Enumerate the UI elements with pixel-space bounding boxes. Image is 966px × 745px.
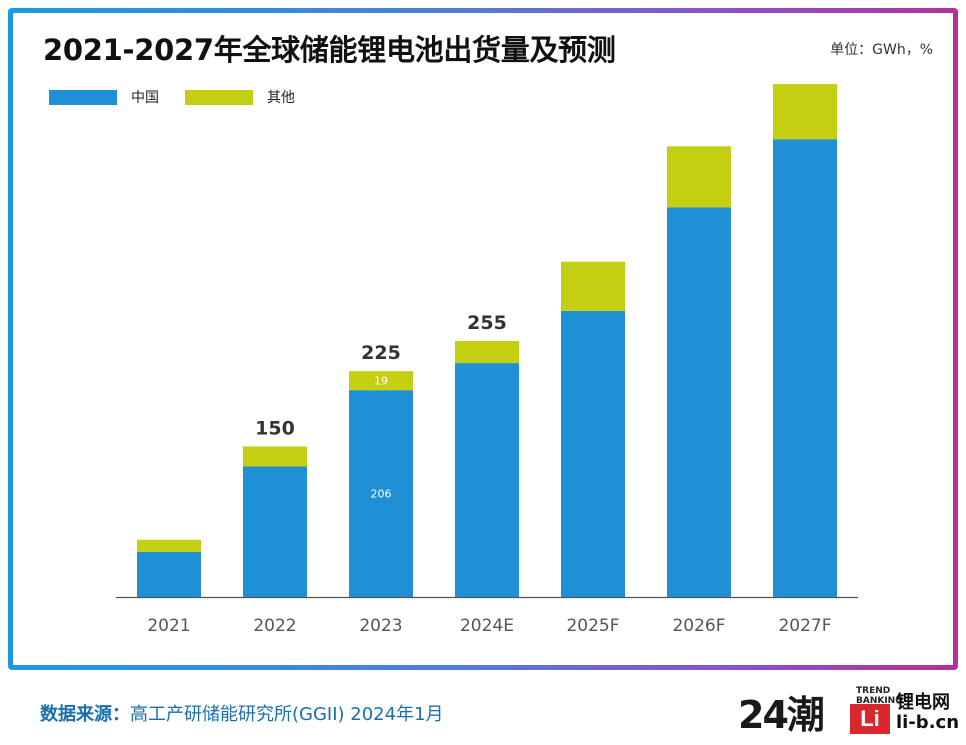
logo-badge: Li — [850, 704, 890, 734]
bar-china-2023 — [349, 390, 413, 597]
source-label: 数据来源： — [40, 704, 130, 725]
bar-china-2025F — [561, 310, 625, 597]
legend-label-other: 其他 — [267, 90, 295, 106]
x-tick-2025F: 2025F — [566, 616, 619, 636]
logo-trend-line1: TREND — [856, 686, 891, 696]
logo-site-url: li-b.cn — [896, 712, 960, 733]
legend-swatch-china — [49, 89, 117, 105]
legend-item-china: 中国 — [49, 87, 159, 107]
legend-item-other: 其他 — [185, 87, 295, 107]
segment-label-other-2023: 19 — [374, 375, 388, 388]
bar-china-2026F — [667, 207, 731, 597]
bar-other-2026F — [667, 146, 731, 208]
bar-other-2021 — [137, 539, 201, 552]
unit-label: 单位：GWh，% — [830, 42, 933, 58]
x-tick-2024E: 2024E — [460, 616, 514, 636]
legend-swatch-other — [185, 89, 253, 105]
bar-other-2022 — [243, 446, 307, 467]
x-tick-2022: 2022 — [253, 616, 296, 636]
bar-china-2022 — [243, 466, 307, 597]
x-tick-2023: 2023 — [359, 616, 402, 636]
legend: 中国 其他 — [49, 87, 321, 107]
x-tick-2026F: 2026F — [672, 616, 725, 636]
data-source: 数据来源：高工产研储能研究所(GGII) 2024年1月 — [40, 700, 444, 726]
logo-site-name: 锂电网 — [896, 692, 950, 713]
total-label-2022: 150 — [255, 417, 295, 439]
bar-other-2025F — [561, 261, 625, 311]
logo-trend: TREND BANKING — [856, 686, 903, 706]
logo-trend-line2: BANKING — [856, 696, 903, 706]
bar-other-2024E — [455, 341, 519, 364]
bar-china-2021 — [137, 551, 201, 597]
total-label-2023: 225 — [361, 342, 401, 364]
total-label-2024E: 255 — [467, 312, 507, 334]
bar-china-2024E — [455, 363, 519, 597]
x-tick-2027F: 2027F — [778, 616, 831, 636]
chart-title: 2021-2027年全球储能锂电池出货量及预测 — [43, 33, 616, 67]
legend-label-china: 中国 — [131, 90, 159, 106]
logo-number: 24潮 — [738, 693, 825, 737]
source-text: 高工产研储能研究所(GGII) 2024年1月 — [130, 704, 444, 725]
segment-label-china-2023: 206 — [371, 488, 392, 501]
bar-other-2027F — [773, 84, 837, 140]
x-tick-2021: 2021 — [147, 616, 190, 636]
watermark-logo: 24潮 TREND BANKING Li 锂电网 li-b.cn — [738, 680, 960, 740]
bar-other-2023 — [349, 371, 413, 391]
bar-china-2027F — [773, 139, 837, 597]
